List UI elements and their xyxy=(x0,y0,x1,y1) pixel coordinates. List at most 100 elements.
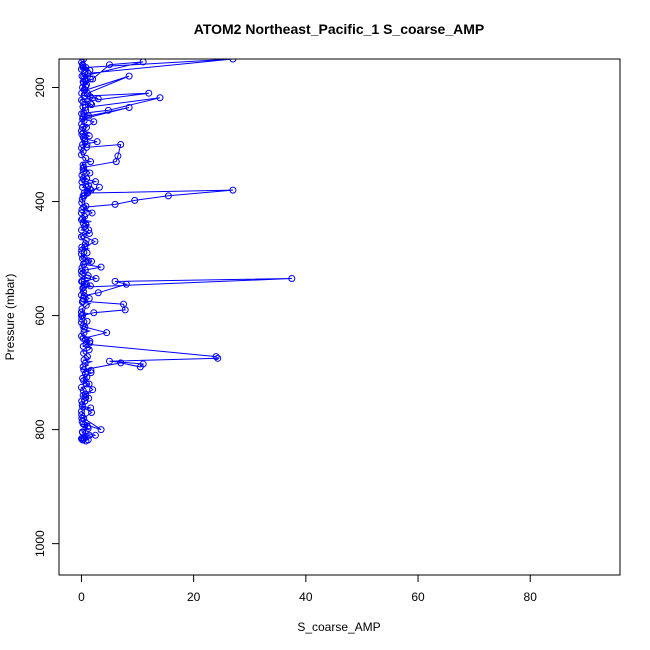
dense-band-point xyxy=(85,346,93,354)
data-point xyxy=(92,275,100,283)
data-point xyxy=(82,123,90,131)
data-point xyxy=(88,257,96,265)
dense-band-point xyxy=(87,404,95,412)
x-tick-label: 60 xyxy=(411,590,425,604)
dense-band-point xyxy=(79,288,87,296)
data-point xyxy=(89,386,97,394)
data-point xyxy=(79,98,87,106)
data-point xyxy=(86,282,94,290)
data-point xyxy=(79,334,87,342)
dense-band-point xyxy=(78,305,86,313)
dense-band-point xyxy=(78,178,86,186)
data-point xyxy=(84,423,92,431)
data-point xyxy=(81,323,89,331)
x-tick-label: 0 xyxy=(78,590,85,604)
data-point xyxy=(82,437,90,445)
data-point xyxy=(80,283,88,291)
dense-band-point xyxy=(87,366,95,374)
data-point xyxy=(80,163,88,171)
dense-band-point xyxy=(77,151,85,159)
dense-band-point xyxy=(85,229,93,237)
data-point xyxy=(214,354,222,362)
data-point xyxy=(111,277,119,285)
data-point xyxy=(79,64,87,72)
data-point xyxy=(81,243,89,251)
data-point xyxy=(81,397,89,405)
dense-band-point xyxy=(78,271,86,279)
data-point xyxy=(91,178,99,186)
y-axis-label: Pressure (mbar) xyxy=(3,274,17,361)
plot-frame xyxy=(58,58,621,576)
x-tick-label: 20 xyxy=(187,590,201,604)
data-point xyxy=(83,317,91,325)
dense-band-point xyxy=(78,195,86,203)
data-point xyxy=(121,306,129,314)
data-point xyxy=(83,249,91,257)
data-point xyxy=(88,101,96,109)
data-point xyxy=(79,215,87,223)
data-point xyxy=(212,353,220,361)
data-point xyxy=(79,232,87,240)
dense-band-point xyxy=(78,199,86,207)
data-point xyxy=(82,380,90,388)
data-point xyxy=(86,75,94,83)
data-point xyxy=(82,143,90,151)
data-point xyxy=(88,209,96,217)
data-point xyxy=(156,94,164,102)
data-point xyxy=(79,312,87,320)
data-point xyxy=(117,141,125,149)
data-point xyxy=(82,220,90,228)
data-point xyxy=(136,363,144,371)
data-point xyxy=(79,297,87,305)
dense-band-point xyxy=(78,411,86,419)
data-point xyxy=(97,263,105,271)
data-point xyxy=(105,61,113,69)
data-point xyxy=(90,309,98,317)
series-group xyxy=(77,59,296,445)
data-point xyxy=(112,158,120,166)
y-tick-label: 600 xyxy=(33,305,47,325)
data-point xyxy=(79,374,87,382)
series-line xyxy=(81,59,292,442)
data-point xyxy=(105,357,113,365)
y-tick-label: 800 xyxy=(33,419,47,439)
data-point xyxy=(79,175,87,183)
data-point xyxy=(79,269,87,277)
x-tick-label: 40 xyxy=(299,590,313,604)
chart-title: ATOM2 Northeast_Pacific_1 S_coarse_AMP xyxy=(194,21,485,37)
dense-band-point xyxy=(78,171,86,179)
dense-band-point xyxy=(79,387,87,395)
dense-band-point xyxy=(78,144,86,152)
data-point xyxy=(87,369,95,377)
data-point xyxy=(229,59,237,63)
dense-band-point xyxy=(79,284,87,292)
dense-band-point xyxy=(80,356,88,364)
dense-band-point xyxy=(77,383,85,391)
data-point xyxy=(97,426,105,434)
data-point xyxy=(82,340,90,348)
y-tick-label: 200 xyxy=(33,77,47,97)
dense-band-point xyxy=(77,216,85,224)
dense-band-point xyxy=(79,322,87,330)
x-tick-label: 80 xyxy=(524,590,538,604)
data-point xyxy=(131,196,139,204)
data-point xyxy=(145,89,153,97)
dense-band-point xyxy=(80,349,88,357)
dense-band-point xyxy=(78,120,86,128)
data-point xyxy=(85,226,93,234)
data-point xyxy=(229,186,237,194)
data-point xyxy=(93,138,101,146)
axes: 0 20 40 60 80 200 400 600 800 1000 xyxy=(33,77,537,604)
data-point xyxy=(95,183,103,191)
dense-band-point xyxy=(81,76,89,84)
data-point xyxy=(79,115,87,123)
data-point xyxy=(79,403,87,411)
data-point xyxy=(80,366,88,374)
data-point xyxy=(84,272,92,280)
dense-band-point xyxy=(81,359,89,367)
data-point xyxy=(125,72,133,80)
plot-area xyxy=(77,59,296,445)
data-point xyxy=(80,203,88,211)
data-point xyxy=(86,169,94,177)
data-point xyxy=(122,280,130,288)
